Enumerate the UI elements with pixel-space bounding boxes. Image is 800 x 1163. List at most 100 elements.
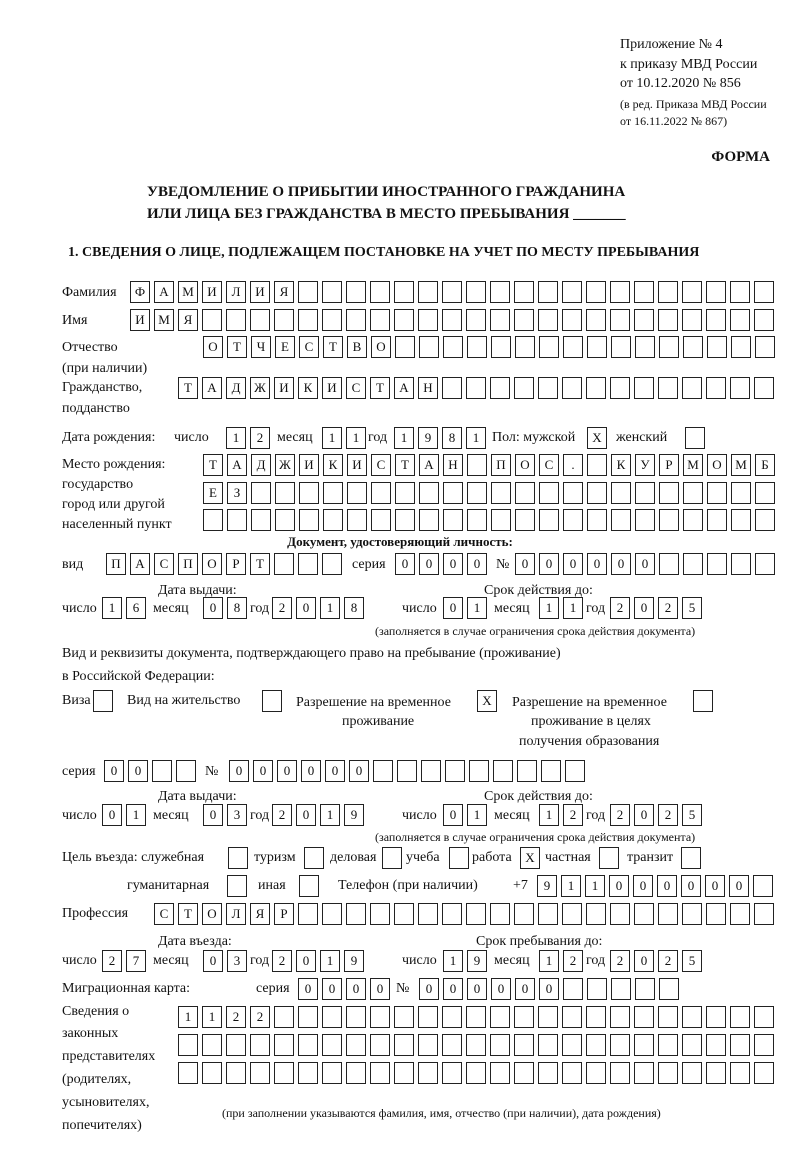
char-box[interactable] bbox=[683, 482, 703, 504]
char-box[interactable] bbox=[346, 1062, 366, 1084]
char-box[interactable] bbox=[443, 509, 463, 531]
char-box[interactable] bbox=[394, 1062, 414, 1084]
char-box[interactable] bbox=[491, 336, 511, 358]
char-box[interactable] bbox=[178, 1062, 198, 1084]
char-box[interactable] bbox=[466, 281, 486, 303]
char-box[interactable] bbox=[634, 281, 654, 303]
char-box[interactable] bbox=[490, 903, 510, 925]
char-box[interactable] bbox=[731, 482, 751, 504]
char-box[interactable] bbox=[395, 336, 415, 358]
char-box[interactable] bbox=[299, 509, 319, 531]
char-box[interactable] bbox=[562, 903, 582, 925]
char-box[interactable]: Т bbox=[203, 454, 223, 476]
char-box[interactable] bbox=[418, 309, 438, 331]
char-box[interactable] bbox=[202, 1034, 222, 1056]
char-box[interactable] bbox=[754, 281, 774, 303]
char-box[interactable]: Н bbox=[443, 454, 463, 476]
char-box[interactable]: 2 bbox=[272, 804, 292, 826]
char-box[interactable] bbox=[322, 281, 342, 303]
char-box[interactable] bbox=[346, 309, 366, 331]
char-box[interactable] bbox=[706, 1062, 726, 1084]
char-box[interactable] bbox=[587, 454, 607, 476]
char-box[interactable] bbox=[730, 309, 750, 331]
char-box[interactable] bbox=[538, 903, 558, 925]
char-box[interactable]: 1 bbox=[320, 950, 340, 972]
char-box[interactable]: 1 bbox=[126, 804, 146, 826]
char-box[interactable] bbox=[202, 309, 222, 331]
char-box[interactable] bbox=[683, 336, 703, 358]
char-box[interactable] bbox=[394, 281, 414, 303]
char-box[interactable] bbox=[466, 1006, 486, 1028]
char-box[interactable] bbox=[262, 690, 282, 712]
char-box[interactable]: 0 bbox=[443, 553, 463, 575]
char-box[interactable] bbox=[346, 1034, 366, 1056]
char-box[interactable] bbox=[682, 281, 702, 303]
char-box[interactable] bbox=[611, 978, 631, 1000]
char-box[interactable]: 0 bbox=[467, 553, 487, 575]
char-box[interactable] bbox=[658, 281, 678, 303]
char-box[interactable]: 0 bbox=[253, 760, 273, 782]
char-box[interactable]: С bbox=[539, 454, 559, 476]
char-box[interactable] bbox=[394, 309, 414, 331]
char-box[interactable]: 1 bbox=[178, 1006, 198, 1028]
char-box[interactable]: 0 bbox=[419, 553, 439, 575]
char-box[interactable] bbox=[466, 1062, 486, 1084]
char-box[interactable] bbox=[659, 482, 679, 504]
char-box[interactable]: 2 bbox=[658, 804, 678, 826]
char-box[interactable] bbox=[298, 1034, 318, 1056]
char-box[interactable]: 0 bbox=[104, 760, 124, 782]
char-box[interactable] bbox=[322, 553, 342, 575]
char-box[interactable] bbox=[178, 1034, 198, 1056]
char-box[interactable] bbox=[658, 377, 678, 399]
char-box[interactable] bbox=[610, 309, 630, 331]
char-box[interactable] bbox=[442, 903, 462, 925]
char-box[interactable] bbox=[539, 482, 559, 504]
char-box[interactable]: П bbox=[491, 454, 511, 476]
char-box[interactable]: О bbox=[515, 454, 535, 476]
char-box[interactable]: К bbox=[611, 454, 631, 476]
char-box[interactable]: М bbox=[731, 454, 751, 476]
char-box[interactable] bbox=[445, 760, 465, 782]
char-box[interactable] bbox=[274, 1062, 294, 1084]
char-box[interactable]: 1 bbox=[539, 804, 559, 826]
char-box[interactable]: О bbox=[203, 336, 223, 358]
char-box[interactable]: 2 bbox=[272, 597, 292, 619]
char-box[interactable]: 1 bbox=[394, 427, 414, 449]
char-box[interactable]: Д bbox=[251, 454, 271, 476]
char-box[interactable]: 1 bbox=[320, 804, 340, 826]
char-box[interactable]: О bbox=[202, 553, 222, 575]
char-box[interactable]: 6 bbox=[126, 597, 146, 619]
char-box[interactable] bbox=[322, 309, 342, 331]
char-box[interactable] bbox=[586, 1062, 606, 1084]
char-box[interactable]: К bbox=[298, 377, 318, 399]
char-box[interactable] bbox=[731, 509, 751, 531]
char-box[interactable]: 0 bbox=[325, 760, 345, 782]
char-box[interactable]: 0 bbox=[296, 950, 316, 972]
char-box[interactable]: 0 bbox=[539, 553, 559, 575]
char-box[interactable] bbox=[586, 903, 606, 925]
char-box[interactable] bbox=[226, 1034, 246, 1056]
char-box[interactable]: 2 bbox=[610, 804, 630, 826]
char-box[interactable]: 0 bbox=[349, 760, 369, 782]
char-box[interactable] bbox=[610, 1062, 630, 1084]
char-box[interactable] bbox=[514, 1006, 534, 1028]
char-box[interactable] bbox=[610, 281, 630, 303]
char-box[interactable] bbox=[514, 377, 534, 399]
char-box[interactable]: 0 bbox=[277, 760, 297, 782]
char-box[interactable] bbox=[634, 903, 654, 925]
char-box[interactable] bbox=[467, 509, 487, 531]
char-box[interactable] bbox=[730, 903, 750, 925]
char-box[interactable]: 0 bbox=[443, 978, 463, 1000]
char-box[interactable] bbox=[682, 903, 702, 925]
char-box[interactable] bbox=[754, 1034, 774, 1056]
char-box[interactable] bbox=[298, 1006, 318, 1028]
char-box[interactable] bbox=[370, 903, 390, 925]
char-box[interactable] bbox=[442, 309, 462, 331]
char-box[interactable] bbox=[658, 1006, 678, 1028]
char-box[interactable] bbox=[707, 509, 727, 531]
char-box[interactable] bbox=[371, 482, 391, 504]
char-box[interactable] bbox=[599, 847, 619, 869]
char-box[interactable]: Р bbox=[226, 553, 246, 575]
char-box[interactable] bbox=[274, 553, 294, 575]
char-box[interactable]: 0 bbox=[681, 875, 701, 897]
